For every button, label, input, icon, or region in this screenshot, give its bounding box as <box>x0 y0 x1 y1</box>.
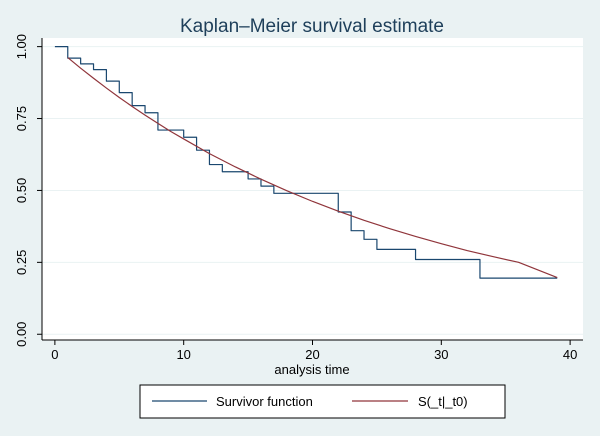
y-tick-label-1: 0.25 <box>14 250 29 275</box>
axes: 0.00 0.25 0.50 0.75 1.00 0 10 20 30 40 <box>14 34 583 362</box>
legend-label-survivor-function: Survivor function <box>216 394 313 409</box>
grid-lines <box>42 46 583 335</box>
x-tick-label-2: 20 <box>305 347 319 362</box>
y-tick-label-2: 0.50 <box>14 178 29 203</box>
x-tick-label-4: 40 <box>563 347 577 362</box>
y-tick-label-0: 0.00 <box>14 322 29 347</box>
chart-title: Kaplan–Meier survival estimate <box>180 16 444 37</box>
y-tick-label-4: 1.00 <box>14 34 29 59</box>
plot-area <box>42 38 583 340</box>
y-tick-label-3: 0.75 <box>14 106 29 131</box>
legend-label-s-t-t0: S(_t|_t0) <box>418 394 468 409</box>
x-tick-label-1: 10 <box>176 347 190 362</box>
legend: Survivor function S(_t|_t0) <box>139 384 506 419</box>
series-line-s-t-t0 <box>67 57 558 279</box>
x-axis-label: analysis time <box>274 362 349 377</box>
x-tick-label-0: 0 <box>51 347 58 362</box>
series-layer <box>54 46 558 279</box>
x-tick-label-3: 30 <box>434 347 448 362</box>
series-line-survivor-function <box>54 46 558 279</box>
